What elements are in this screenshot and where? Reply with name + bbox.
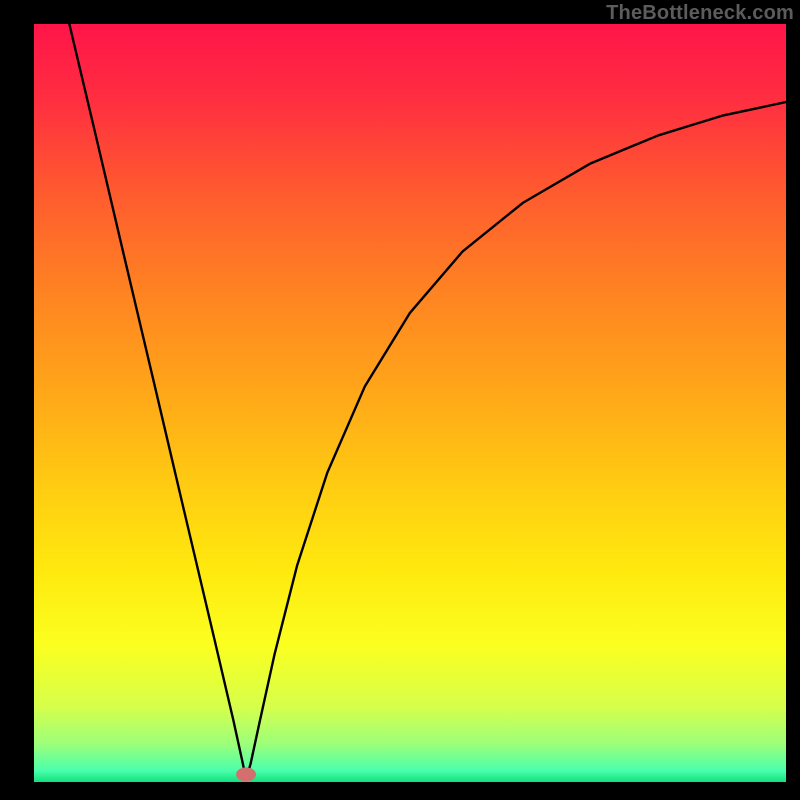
plot-area bbox=[34, 24, 786, 782]
border-bottom bbox=[0, 782, 800, 800]
watermark-text: TheBottleneck.com bbox=[606, 2, 794, 25]
border-left bbox=[0, 0, 34, 800]
border-right bbox=[786, 0, 800, 800]
bottleneck-curve bbox=[69, 24, 786, 779]
chart-frame: TheBottleneck.com bbox=[0, 0, 800, 800]
vertex-marker bbox=[236, 767, 256, 781]
curve-layer bbox=[34, 24, 786, 782]
